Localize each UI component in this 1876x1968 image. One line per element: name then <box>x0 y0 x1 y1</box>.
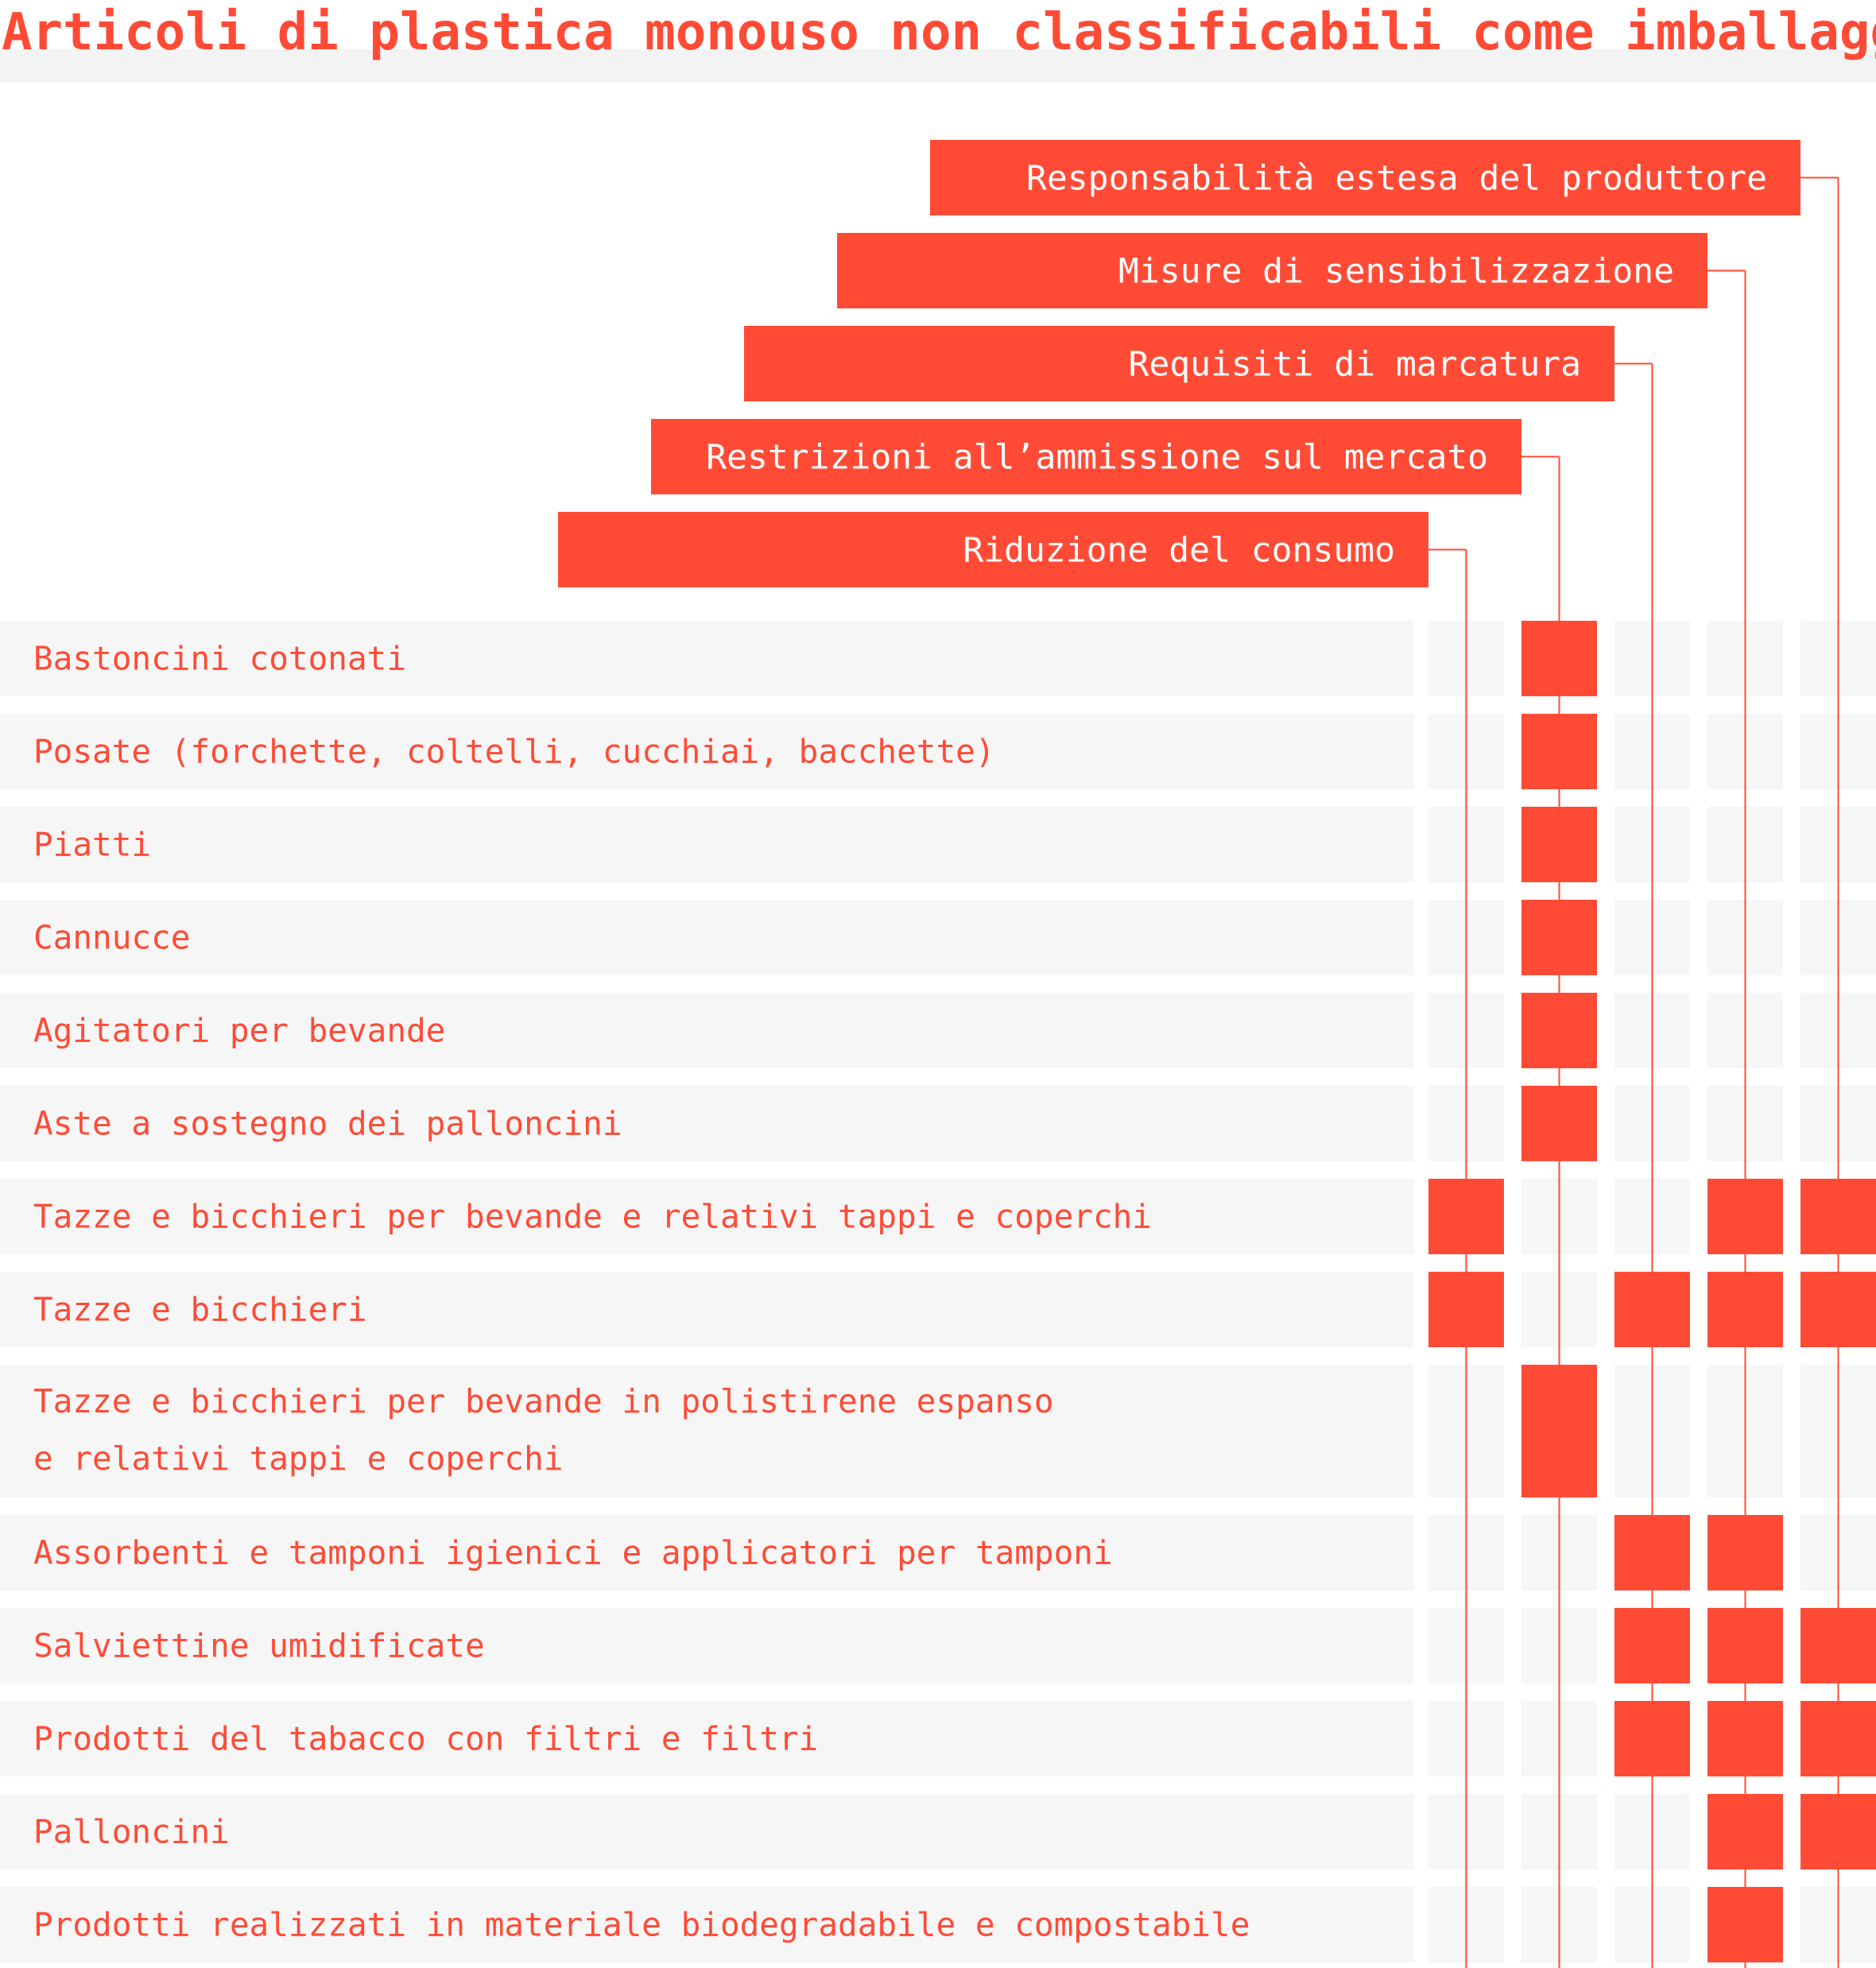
item-row-background <box>0 714 1414 789</box>
item-row: Tazze e bicchieri <box>0 1272 1876 1347</box>
measure-header-bar <box>744 326 1614 401</box>
measure-header-label: Misure di sensibilizzazione <box>1118 252 1674 292</box>
item-label: Tazze e bicchieri per bevande in polisti… <box>33 1382 1054 1420</box>
applicability-mark <box>1707 1794 1783 1869</box>
item-row-background <box>0 1608 1414 1683</box>
measure-header-bar <box>651 419 1521 494</box>
item-label: Agitatori per bevande <box>33 1012 445 1050</box>
item-row-background <box>0 1179 1414 1254</box>
applicability-mark <box>1521 900 1597 975</box>
item-label: Assorbenti e tamponi igienici e applicat… <box>33 1534 1113 1572</box>
measure-connector <box>1428 548 1467 1968</box>
item-label: Salviettine umidificate <box>33 1627 485 1665</box>
item-row: Assorbenti e tamponi igienici e applicat… <box>0 1515 1876 1590</box>
item-row-background <box>0 1515 1414 1590</box>
applicability-mark <box>1521 714 1597 789</box>
measure-header-label: Riduzione del consumo <box>963 531 1395 571</box>
item-row: Tazze e bicchieri per bevande e relativi… <box>0 1179 1876 1254</box>
measure-connector <box>1707 269 1746 1968</box>
measure-connector <box>1614 362 1653 1968</box>
measure-header: Requisiti di marcatura <box>744 326 1614 401</box>
item-row-background <box>0 1887 1414 1962</box>
measure-header-bar <box>558 512 1428 587</box>
item-row: Piatti <box>0 807 1876 882</box>
item-row-background <box>0 621 1414 696</box>
measure-header: Responsabilità estesa del produttore <box>930 140 1800 215</box>
measure-headers: Riduzione del consumo Restrizioni all’amm… <box>558 140 1800 587</box>
applicability-mark <box>1521 1086 1597 1161</box>
measure-header: Restrizioni all’ammissione sul mercato <box>651 419 1521 494</box>
applicability-mark <box>1614 1701 1690 1776</box>
measure-header-bar <box>837 233 1707 308</box>
measure-connector <box>1521 455 1560 1968</box>
measure-header: Riduzione del consumo <box>558 512 1428 587</box>
item-row: Prodotti realizzati in materiale biodegr… <box>0 1887 1876 1962</box>
applicability-mark <box>1800 1608 1876 1683</box>
item-row: Salviettine umidificate <box>0 1608 1876 1683</box>
applicability-mark <box>1800 1179 1876 1254</box>
applicability-mark <box>1614 1272 1690 1347</box>
item-row-background <box>0 1794 1414 1869</box>
item-row-background <box>0 1365 1414 1497</box>
page-title: Articoli di plastica monouso non classif… <box>2 3 1876 62</box>
item-row: Aste a sostegno dei palloncini <box>0 1086 1876 1161</box>
item-row: Prodotti del tabacco con filtri e filtri <box>0 1701 1876 1776</box>
item-label: Prodotti realizzati in materiale biodegr… <box>33 1906 1250 1944</box>
applicability-mark <box>1428 1179 1504 1254</box>
item-label: Tazze e bicchieri per bevande e relativi… <box>33 1198 1152 1236</box>
item-label: Bastoncini cotonati <box>33 640 406 678</box>
applicability-mark <box>1521 621 1597 696</box>
item-label: Cannucce <box>33 919 190 957</box>
applicability-marks <box>1428 621 1876 1962</box>
measure-header-label: Restrizioni all’ammissione sul mercato <box>706 438 1488 478</box>
item-label: Piatti <box>33 826 151 864</box>
item-label: Posate (forchette, coltelli, cucchiai, b… <box>33 733 995 771</box>
applicability-mark <box>1428 1272 1504 1347</box>
item-row: Palloncini <box>0 1794 1876 1869</box>
item-row-background <box>0 1701 1414 1776</box>
applicability-mark <box>1521 1365 1597 1497</box>
item-row-background <box>0 1272 1414 1347</box>
applicability-mark <box>1707 1701 1783 1776</box>
applicability-mark <box>1707 1179 1783 1254</box>
item-label: Tazze e bicchieri <box>33 1291 367 1329</box>
item-row-background <box>0 1086 1414 1161</box>
applicability-mark <box>1800 1701 1876 1776</box>
applicability-mark <box>1521 993 1597 1068</box>
item-label: Palloncini <box>33 1813 230 1851</box>
measure-connector <box>1800 176 1839 1968</box>
applicability-mark <box>1707 1608 1783 1683</box>
item-label: e relativi tappi e coperchi <box>33 1439 563 1478</box>
applicability-mark <box>1614 1515 1690 1590</box>
item-label: Prodotti del tabacco con filtri e filtri <box>33 1720 818 1758</box>
measure-header: Misure di sensibilizzazione <box>837 233 1707 308</box>
applicability-mark <box>1707 1887 1783 1962</box>
measure-header-label: Requisiti di marcatura <box>1128 345 1581 385</box>
applicability-mark <box>1614 1608 1690 1683</box>
title-band <box>0 49 1876 83</box>
applicability-mark <box>1800 1272 1876 1347</box>
item-row-background <box>0 993 1414 1068</box>
applicability-mark <box>1707 1272 1783 1347</box>
measure-header-label: Responsabilità estesa del produttore <box>1026 159 1767 199</box>
applicability-mark <box>1707 1515 1783 1590</box>
item-label: Aste a sostegno dei palloncini <box>33 1105 622 1143</box>
applicability-mark <box>1800 1794 1876 1869</box>
applicability-mark <box>1521 807 1597 882</box>
item-row-background <box>0 807 1414 882</box>
item-row-background <box>0 900 1414 975</box>
measure-header-bar <box>930 140 1800 215</box>
